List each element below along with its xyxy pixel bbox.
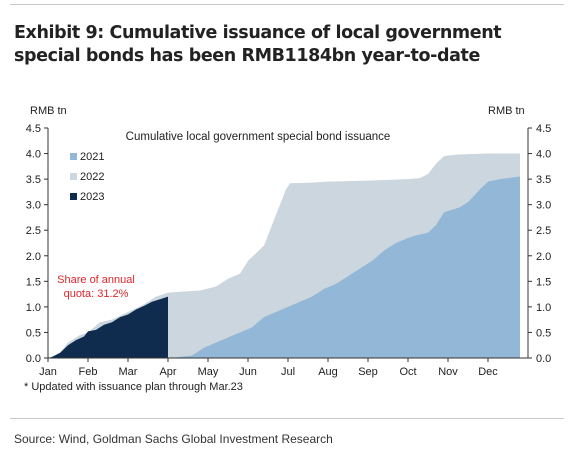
x-tick-label: May xyxy=(198,366,219,378)
y-tick-label-left: 1.0 xyxy=(26,302,41,314)
y-tick-label-right: 1.5 xyxy=(536,276,551,288)
x-tick-label: Nov xyxy=(438,366,458,378)
series-area-2023 xyxy=(48,296,168,358)
plot-area: 0.0 0.0 0.5 0.5 1.0 1.0 1.5 1.5 2.0 2.0 2.5 2.5 3.0 3… xyxy=(26,123,552,378)
x-tick-label: Mar xyxy=(119,366,138,378)
y-tick-label-left: 4.0 xyxy=(26,149,41,161)
x-tick-label: Oct xyxy=(399,366,416,378)
left-axis-unit: RMB tn xyxy=(30,105,67,117)
x-tick-label: Jun xyxy=(239,366,257,378)
x-tick-label: Jul xyxy=(281,366,295,378)
y-tick-label-left: 4.5 xyxy=(26,123,41,135)
x-tick-label: Dec xyxy=(478,366,498,378)
y-tick-label-left: 3.0 xyxy=(26,200,41,212)
series-area-2021 xyxy=(48,176,520,358)
y-tick-label-right: 3.5 xyxy=(536,174,551,186)
exhibit-title: Exhibit 9: Cumulative issuance of local … xyxy=(14,23,502,66)
legend-label-2023: 2023 xyxy=(80,191,104,203)
y-tick-label-right: 2.0 xyxy=(536,251,551,263)
legend-swatch-2021 xyxy=(70,153,77,160)
legend-label-2022: 2022 xyxy=(80,171,104,183)
y-tick-label-right: 4.5 xyxy=(536,123,551,135)
y-tick-label-left: 1.5 xyxy=(26,276,41,288)
chart-title: Cumulative local government special bond… xyxy=(126,131,391,143)
y-tick-label-left: 0.5 xyxy=(26,327,41,339)
x-tick-label: Apr xyxy=(159,366,176,378)
y-tick-label-right: 1.0 xyxy=(536,302,551,314)
y-tick-label-left: 0.0 xyxy=(26,353,41,365)
y-tick-label-right: 2.5 xyxy=(536,225,551,237)
right-axis-unit: RMB tn xyxy=(488,105,525,117)
source-note: Source: Wind, Goldman Sachs Global Inves… xyxy=(14,432,333,446)
legend-swatch-2023 xyxy=(70,193,77,200)
quota-annotation-line2: quota: 31.2% xyxy=(64,288,129,300)
y-tick-label-right: 0.0 xyxy=(536,353,551,365)
y-tick-label-left: 3.5 xyxy=(26,174,41,186)
x-tick-label: Feb xyxy=(79,366,98,378)
y-tick-label-left: 2.5 xyxy=(26,225,41,237)
top-rule xyxy=(10,4,564,5)
bottom-rule xyxy=(10,418,564,419)
quota-annotation-line1: Share of annual xyxy=(57,274,135,286)
x-tick-label: Jan xyxy=(39,366,57,378)
legend-swatch-2022 xyxy=(70,173,77,180)
y-tick-label-right: 4.0 xyxy=(536,149,551,161)
chart: 0.0 0.0 0.5 0.5 1.0 1.0 1.5 1.5 2.0 2.0 2.5 2.5 3.0 3… xyxy=(24,105,552,393)
footnote: * Updated with issuance plan through Mar… xyxy=(24,381,243,393)
x-tick-label: Sep xyxy=(358,366,378,378)
y-tick-label-right: 0.5 xyxy=(536,327,551,339)
legend-label-2021: 2021 xyxy=(80,151,104,163)
x-tick-label: Aug xyxy=(318,366,338,378)
y-tick-label-left: 2.0 xyxy=(26,251,41,263)
y-tick-label-right: 3.0 xyxy=(536,200,551,212)
